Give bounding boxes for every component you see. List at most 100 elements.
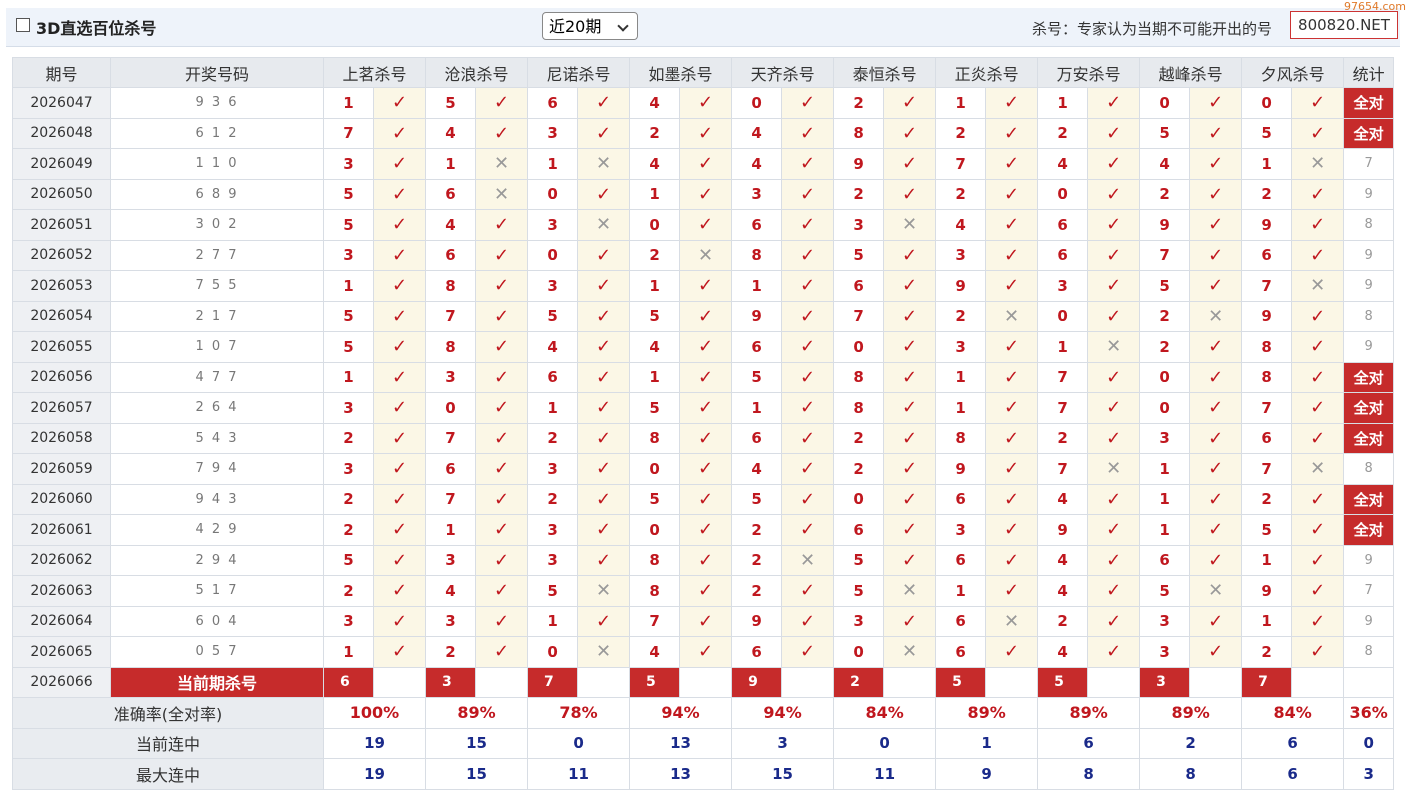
- kill-number: 5: [527, 300, 579, 332]
- hit-mark: ✓: [577, 514, 631, 546]
- hit-mark: ✓: [372, 636, 427, 668]
- hit-mark: ✓: [679, 361, 733, 393]
- hit-mark: ✓: [1087, 270, 1141, 302]
- kill-number: 8: [1241, 361, 1293, 393]
- hit-mark: ✓: [372, 575, 427, 607]
- hit-mark: ✓: [372, 87, 427, 119]
- hit-mark: ✓: [372, 270, 427, 302]
- stat: 全对: [1343, 392, 1395, 424]
- hit-mark: ✓: [372, 422, 427, 454]
- kill-number: 4: [629, 148, 681, 180]
- kill-number: 4: [731, 453, 783, 485]
- hit-mark: ✓: [985, 239, 1039, 271]
- kill-number: 0: [833, 636, 885, 668]
- hit-mark: ✓: [1087, 605, 1141, 637]
- hit-mark: ✓: [475, 117, 529, 149]
- column-header: 期号: [12, 57, 111, 88]
- summary-value: 94%: [731, 697, 835, 729]
- kill-number: 2: [323, 575, 374, 607]
- kill-number: 3: [323, 605, 374, 637]
- data-row: 2026047 9 3 6 1 ✓ 5 ✓ 6 ✓ 4 ✓ 0 ✓ 2 ✓ 1 ✓ 1 ✓ 0 ✓ 0 ✓ 全对: [12, 87, 1395, 119]
- hit-mark: ✓: [475, 605, 529, 637]
- data-row: 2026059 7 9 4 3 ✓ 6 ✓ 3 ✓ 0 ✓ 4 ✓ 2 ✓ 9 ✓ 7 ✕ 1 ✓ 7 ✕ 8: [12, 453, 1395, 485]
- kill-number: 5: [1139, 270, 1191, 302]
- kill-number: 5: [731, 483, 783, 515]
- period-select[interactable]: 近20期: [542, 12, 638, 40]
- hit-mark: ✓: [1087, 575, 1141, 607]
- kill-table: 期号 开奖号码 上茗杀号 沧浪杀号 尼诺杀号 如墨杀号 天齐杀号 泰恒杀号 正炎杀号 万安杀号 越峰…: [12, 57, 1395, 790]
- hit-mark: ✓: [1087, 300, 1141, 332]
- kill-number: 4: [527, 331, 579, 363]
- kill-number: 2: [833, 87, 885, 119]
- hit-mark: ✓: [1291, 636, 1345, 668]
- hit-mark: ✓: [985, 178, 1039, 210]
- hit-mark: ✓: [781, 239, 835, 271]
- column-header: 上茗杀号: [322, 57, 427, 88]
- kill-number: 7: [833, 300, 885, 332]
- kill-number: 1: [527, 605, 579, 637]
- kill-number: 6: [527, 361, 579, 393]
- hit-mark: ✓: [1291, 514, 1345, 546]
- hit-mark: ✓: [372, 361, 427, 393]
- kill-number: 3: [527, 270, 579, 302]
- period: 2026056: [12, 361, 111, 393]
- hit-mark: ✓: [1087, 148, 1141, 180]
- kill-number: 1: [1241, 544, 1293, 576]
- summary-label: 当前连中: [12, 727, 324, 759]
- current-label: 当前期杀号: [110, 666, 324, 698]
- summary-value: 89%: [1037, 697, 1141, 729]
- kill-number: 9: [935, 270, 987, 302]
- hit-mark: ✓: [1291, 392, 1345, 424]
- hit-mark: ✓: [985, 422, 1039, 454]
- draw-number: 7 9 4: [110, 453, 324, 485]
- draw-number: 1 1 0: [110, 148, 324, 180]
- kill-number: 2: [1037, 605, 1089, 637]
- kill-number: 8: [833, 117, 885, 149]
- miss-mark: ✕: [577, 209, 631, 241]
- stat: 全对: [1343, 422, 1395, 454]
- kill-number: 5: [323, 300, 374, 332]
- hit-mark: ✓: [1189, 178, 1243, 210]
- miss-mark: ✕: [577, 148, 631, 180]
- hit-mark: ✓: [1291, 300, 1345, 332]
- miss-mark: ✕: [475, 178, 529, 210]
- hit-mark: ✓: [985, 514, 1039, 546]
- summary-value: 15: [425, 727, 529, 759]
- hit-mark: ✓: [679, 87, 733, 119]
- kill-number: 0: [629, 209, 681, 241]
- kill-number: 5: [833, 575, 885, 607]
- kill-number: 9: [833, 148, 885, 180]
- summary-value: 19: [322, 727, 427, 759]
- summary-value: 1: [935, 727, 1039, 759]
- kill-number: 7: [425, 483, 477, 515]
- kill-number: 0: [833, 483, 885, 515]
- summary-value: 3: [1343, 758, 1395, 790]
- period: 2026050: [12, 178, 111, 210]
- hit-mark: ✓: [985, 117, 1039, 149]
- miss-mark: ✕: [577, 636, 631, 668]
- kill-number: 5: [527, 575, 579, 607]
- hit-mark: ✓: [577, 361, 631, 393]
- hit-mark: ✓: [883, 148, 937, 180]
- hit-mark: ✓: [577, 483, 631, 515]
- current-kill: 3: [425, 666, 477, 698]
- empty-cell: [679, 666, 733, 698]
- checkbox-icon[interactable]: [16, 18, 30, 32]
- miss-mark: ✕: [1189, 300, 1243, 332]
- hit-mark: ✓: [781, 178, 835, 210]
- hit-mark: ✓: [781, 575, 835, 607]
- hit-mark: ✓: [372, 453, 427, 485]
- hit-mark: ✓: [1189, 239, 1243, 271]
- kill-number: 3: [425, 361, 477, 393]
- hit-mark: ✓: [372, 239, 427, 271]
- stat: 8: [1343, 209, 1395, 241]
- site-badge: 800820.NET: [1290, 11, 1398, 39]
- hit-mark: ✓: [1189, 270, 1243, 302]
- summary-value: 9: [935, 758, 1039, 790]
- hit-mark: ✓: [679, 300, 733, 332]
- hit-mark: ✓: [372, 300, 427, 332]
- current-kill: 7: [527, 666, 579, 698]
- kill-number: 1: [1037, 331, 1089, 363]
- hit-mark: ✓: [475, 239, 529, 271]
- summary-value: 100%: [322, 697, 427, 729]
